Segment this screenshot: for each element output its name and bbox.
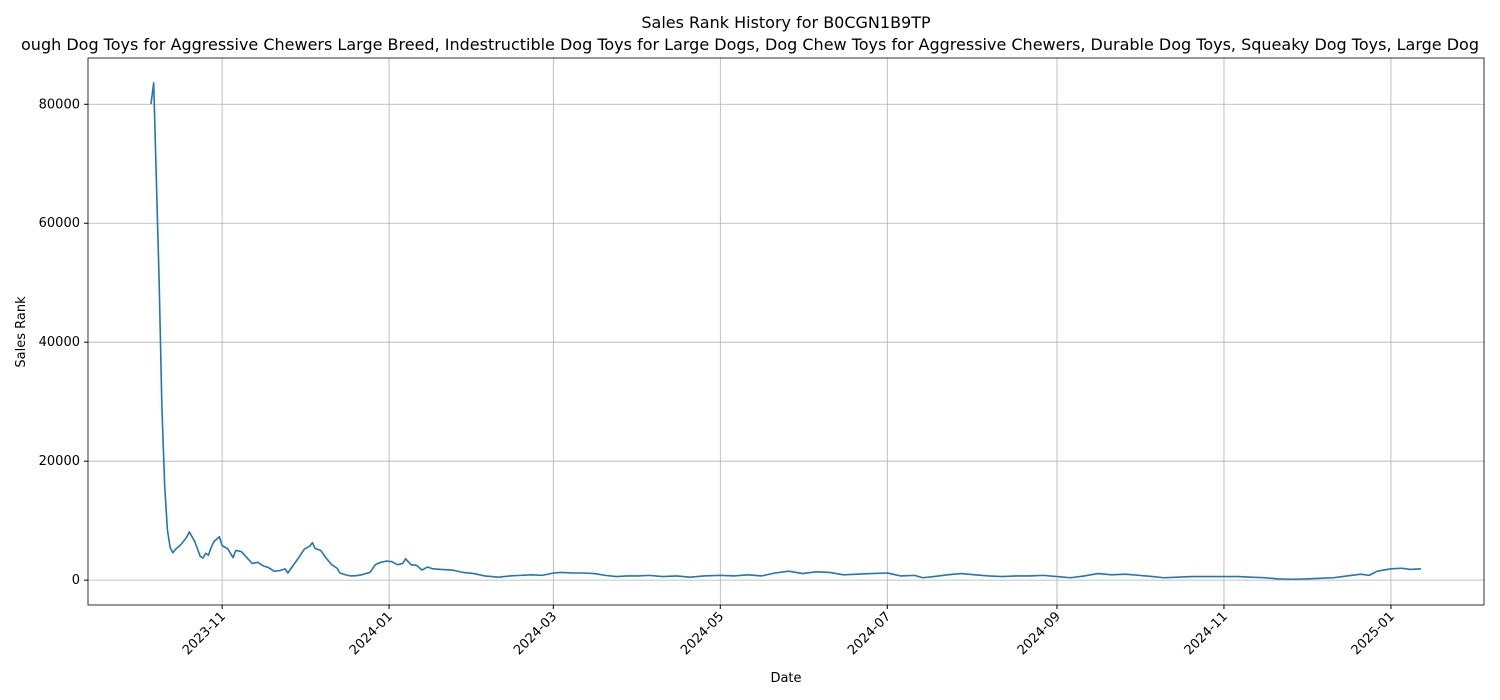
x-tick-label: 2024-09 xyxy=(1015,609,1064,658)
x-tick-label: 2025-01 xyxy=(1349,609,1398,658)
x-tick-label: 2024-03 xyxy=(511,609,560,658)
y-tick-label: 0 xyxy=(72,573,80,588)
x-tick-label: 2023-11 xyxy=(180,609,229,658)
x-tick-label: 2024-07 xyxy=(845,609,894,658)
x-tick-label: 2024-11 xyxy=(1182,609,1231,658)
x-axis-label: Date xyxy=(770,671,801,686)
y-tick-label: 40000 xyxy=(39,335,80,350)
y-tick-label: 80000 xyxy=(39,97,80,112)
x-tick-label: 2024-05 xyxy=(678,609,727,658)
chart-subtitle: ough Dog Toys for Aggressive Chewers Lar… xyxy=(21,35,1479,54)
chart-title: Sales Rank History for B0CGN1B9TP xyxy=(641,13,931,32)
y-tick-label: 60000 xyxy=(39,216,80,231)
line xyxy=(150,82,1422,581)
y-axis-label: Sales Rank xyxy=(14,296,29,368)
plot-frame xyxy=(87,57,1485,606)
y-tick-label: 20000 xyxy=(39,454,80,469)
x-tick-label: 2024-01 xyxy=(347,609,396,658)
